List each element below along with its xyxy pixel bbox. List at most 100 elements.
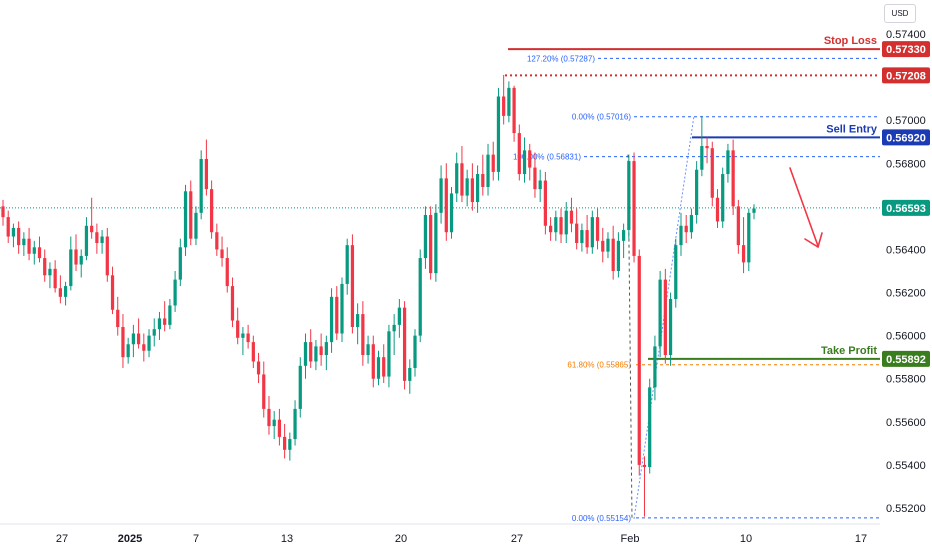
candle-body xyxy=(611,238,615,271)
candle-body xyxy=(324,342,328,356)
sell-entry-tag-bg xyxy=(882,129,930,146)
candle-body xyxy=(528,150,532,168)
take-profit-tag-bg xyxy=(882,350,930,367)
candle xyxy=(100,230,104,254)
candle-body xyxy=(543,180,548,226)
candle-body xyxy=(142,344,146,351)
candle-body xyxy=(293,408,297,440)
candle-body xyxy=(637,255,641,465)
candle-body xyxy=(79,255,83,265)
candle xyxy=(559,208,563,243)
candle xyxy=(512,85,516,142)
candle xyxy=(84,217,89,261)
candle-body xyxy=(548,225,553,233)
candle xyxy=(460,146,464,203)
candle-body xyxy=(136,333,141,345)
candle xyxy=(189,180,193,246)
candle-body xyxy=(43,258,47,276)
candle-body xyxy=(658,279,662,347)
candle-body xyxy=(595,217,600,241)
candle-body xyxy=(491,154,495,172)
candle xyxy=(136,318,141,349)
candle-body xyxy=(105,236,109,276)
candle-body xyxy=(100,236,104,243)
candle-body xyxy=(700,146,704,170)
candle xyxy=(481,154,485,196)
candle xyxy=(689,208,694,239)
candle xyxy=(152,318,156,347)
candle xyxy=(319,333,323,366)
candle-body xyxy=(376,357,381,379)
candle-body xyxy=(366,344,370,356)
candle-body xyxy=(429,214,433,274)
sell-entry-tag-value: 0.56920 xyxy=(886,132,926,144)
candle-body xyxy=(340,283,344,334)
candle-body xyxy=(63,286,68,297)
candle xyxy=(382,344,386,384)
candle xyxy=(491,141,495,181)
candle xyxy=(147,329,151,358)
candle-body xyxy=(455,163,459,194)
candle-body xyxy=(408,367,412,381)
y-tick-label: 0.55600 xyxy=(886,417,926,429)
candle xyxy=(366,335,370,364)
candle xyxy=(502,74,506,125)
candle xyxy=(449,186,454,239)
candle xyxy=(538,169,542,203)
candle-body xyxy=(632,161,636,256)
candle-body xyxy=(517,133,521,175)
candle xyxy=(418,249,422,343)
y-tick-label: 0.57400 xyxy=(886,29,926,41)
currency-badge[interactable]: USD xyxy=(884,4,916,23)
candle xyxy=(105,227,109,282)
candle-body xyxy=(741,245,746,263)
candle-body xyxy=(449,193,454,233)
candle xyxy=(110,266,115,315)
candle xyxy=(173,271,177,312)
candle xyxy=(653,335,657,401)
candle xyxy=(637,249,641,476)
candle-body xyxy=(131,333,135,345)
candle-body xyxy=(684,225,688,233)
candle xyxy=(700,115,704,177)
candle-body xyxy=(622,230,626,241)
candle xyxy=(658,271,662,358)
candle xyxy=(303,333,308,379)
candle xyxy=(79,249,83,278)
candle-body xyxy=(752,208,756,213)
candle xyxy=(69,236,73,291)
candle xyxy=(220,236,224,267)
candle-body xyxy=(84,225,89,256)
candle xyxy=(736,199,740,254)
fib-level-label: 0.00% (0.57016) xyxy=(572,113,631,122)
candle-body xyxy=(22,238,26,246)
candle-body xyxy=(392,324,396,332)
y-tick-label: 0.55800 xyxy=(886,374,926,386)
candle xyxy=(1,199,5,226)
candle-body xyxy=(241,333,245,338)
candle xyxy=(663,268,667,364)
level-lines-layer xyxy=(0,48,880,360)
candle xyxy=(648,378,652,474)
candle-body xyxy=(601,240,605,252)
fib-level-label: 0.00% (0.55154) xyxy=(572,514,631,523)
y-tick-label: 0.55400 xyxy=(886,460,926,472)
candle-body xyxy=(585,230,589,248)
x-tick-label: 20 xyxy=(395,533,407,545)
candle-body xyxy=(715,197,720,222)
candle xyxy=(522,137,527,183)
candle-body xyxy=(189,191,193,239)
candle xyxy=(262,361,266,418)
candle xyxy=(142,333,146,362)
y-tick-label: 0.57000 xyxy=(886,115,926,127)
candle-body xyxy=(121,327,125,358)
annotations-layer: Stop Loss Sell Entry Take Profit xyxy=(789,35,878,357)
candle-body xyxy=(496,96,501,172)
candle-body xyxy=(95,232,99,243)
candle xyxy=(58,275,62,304)
candle xyxy=(397,299,401,338)
candle-body xyxy=(475,174,480,203)
stop-loss-tag-value: 0.57330 xyxy=(886,44,926,56)
candle-body xyxy=(465,178,469,196)
